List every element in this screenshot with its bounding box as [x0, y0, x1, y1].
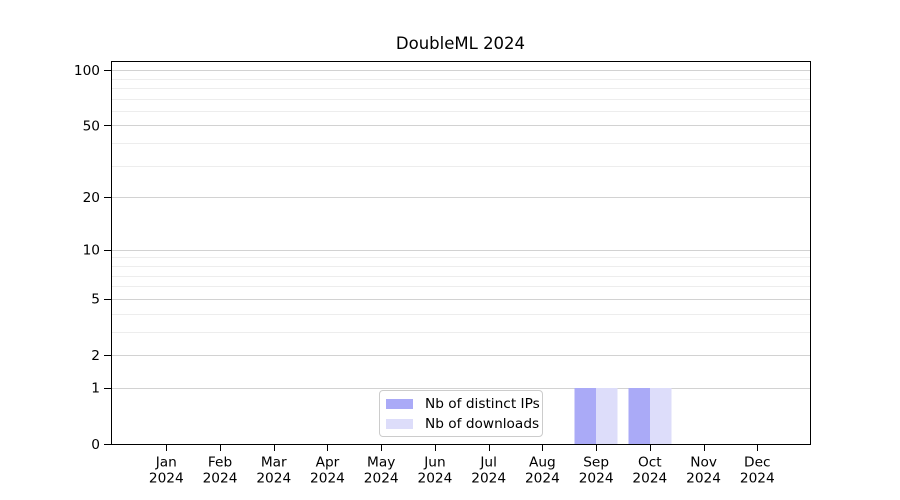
x-tick-label-year: 2024: [471, 471, 506, 487]
legend-swatch-downloads: [386, 419, 413, 429]
x-tick-label-year: 2024: [256, 471, 291, 487]
x-tick-label-year: 2024: [364, 471, 399, 487]
legend-item-downloads: Nb of downloads: [386, 414, 539, 434]
x-tick-label-year: 2024: [579, 471, 614, 487]
x-tick-label-month: Oct: [638, 455, 662, 471]
x-tick-label-month: Sep: [583, 455, 609, 471]
x-tick-label-year: 2024: [686, 471, 721, 487]
x-tick-label-year: 2024: [740, 471, 775, 487]
x-tick-label-year: 2024: [525, 471, 560, 487]
x-tick-label-month: Jul: [479, 455, 497, 471]
bar-distinct-ips-oct: [628, 387, 650, 444]
legend-label-distinct-ips: Nb of distinct IPs: [425, 396, 540, 412]
x-tick-label-month: Feb: [208, 455, 232, 471]
x-tick-label-month: Jun: [423, 455, 445, 471]
x-tick-label-month: May: [367, 455, 395, 471]
y-tick-label: 50: [83, 118, 100, 134]
bar-downloads-oct: [649, 387, 672, 444]
x-tick-label-year: 2024: [310, 471, 345, 487]
x-tick-label-year: 2024: [203, 471, 238, 487]
legend: Nb of distinct IPs Nb of downloads: [379, 390, 543, 437]
y-tick-label: 20: [83, 190, 100, 206]
y-tick-label: 0: [91, 437, 100, 453]
legend-swatch-distinct-ips: [386, 399, 413, 409]
x-tick-label-month: Apr: [316, 455, 340, 471]
y-tick-label: 2: [91, 348, 100, 364]
x-tick-label-year: 2024: [149, 471, 184, 487]
y-tick-label: 5: [91, 292, 100, 308]
x-tick-label-year: 2024: [632, 471, 667, 487]
x-tick-label-month: Nov: [690, 455, 717, 471]
bar-distinct-ips-sep: [574, 387, 597, 444]
x-tick-label-month: Mar: [261, 455, 287, 471]
chart-title: DoubleML 2024: [395, 34, 526, 53]
legend-label-downloads: Nb of downloads: [425, 416, 540, 432]
x-tick-label-month: Dec: [744, 455, 771, 471]
x-tick-label-month: Jan: [155, 455, 177, 471]
y-tick-label: 100: [74, 63, 100, 79]
y-tick-label: 1: [91, 381, 100, 397]
plot-border: [111, 61, 811, 445]
legend-item-distinct-ips: Nb of distinct IPs: [386, 394, 540, 414]
x-tick-label-month: Aug: [529, 455, 556, 471]
y-tick-label: 10: [83, 243, 100, 259]
x-tick-label-year: 2024: [418, 471, 453, 487]
bar-downloads-sep: [596, 387, 618, 444]
